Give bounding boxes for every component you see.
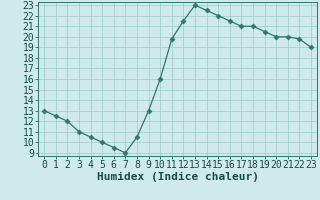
- X-axis label: Humidex (Indice chaleur): Humidex (Indice chaleur): [97, 172, 259, 182]
